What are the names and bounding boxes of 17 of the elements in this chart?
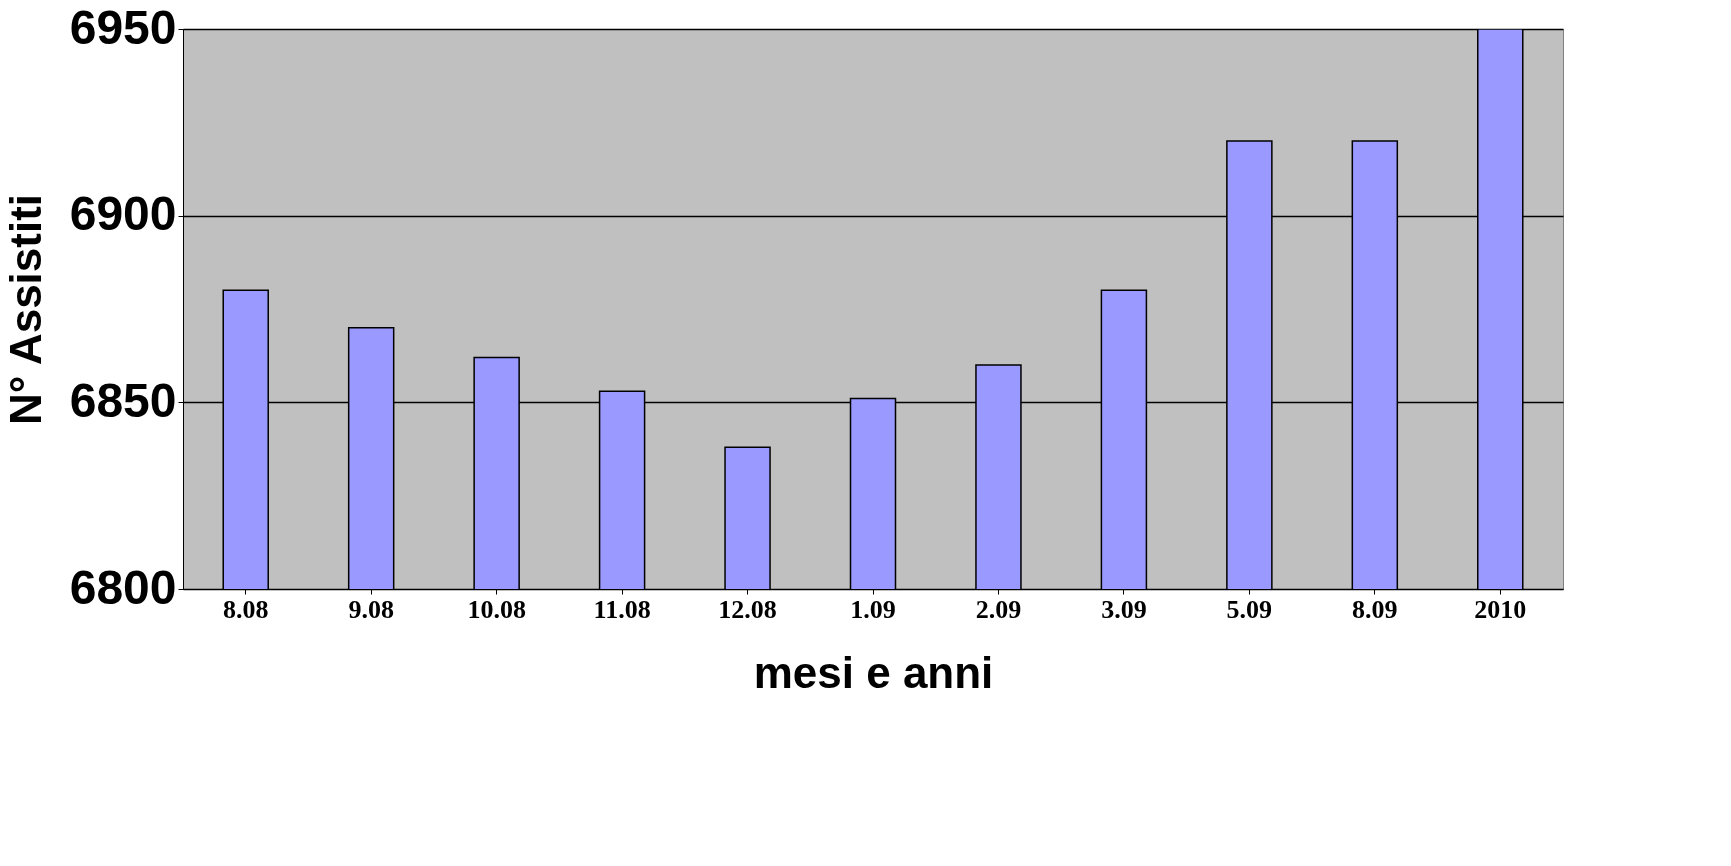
y-tick-label: 6900 xyxy=(69,187,177,241)
x-tick-label: 1.09 xyxy=(850,594,896,624)
x-tick-label: 12.08 xyxy=(718,594,777,624)
x-tick-label: 2010 xyxy=(1474,594,1527,624)
y-tick-label: 6850 xyxy=(69,373,177,427)
y-axis-title: N° Assistiti xyxy=(0,193,50,426)
x-tick-label: 5.09 xyxy=(1226,594,1273,624)
x-tick-label: 11.08 xyxy=(593,594,651,624)
y-tick-label: 6800 xyxy=(69,560,177,614)
x-axis-title: mesi e anni xyxy=(753,647,994,697)
x-tick-label: 3.09 xyxy=(1101,594,1147,624)
x-tick-label: 8.08 xyxy=(222,594,269,624)
y-tick-label: 6950 xyxy=(69,0,177,54)
x-tick-label: 8.09 xyxy=(1352,594,1398,624)
x-tick-label: 9.08 xyxy=(348,594,394,624)
x-tick-label: 10.08 xyxy=(467,594,526,624)
x-tick-label: 2.09 xyxy=(975,594,1022,624)
